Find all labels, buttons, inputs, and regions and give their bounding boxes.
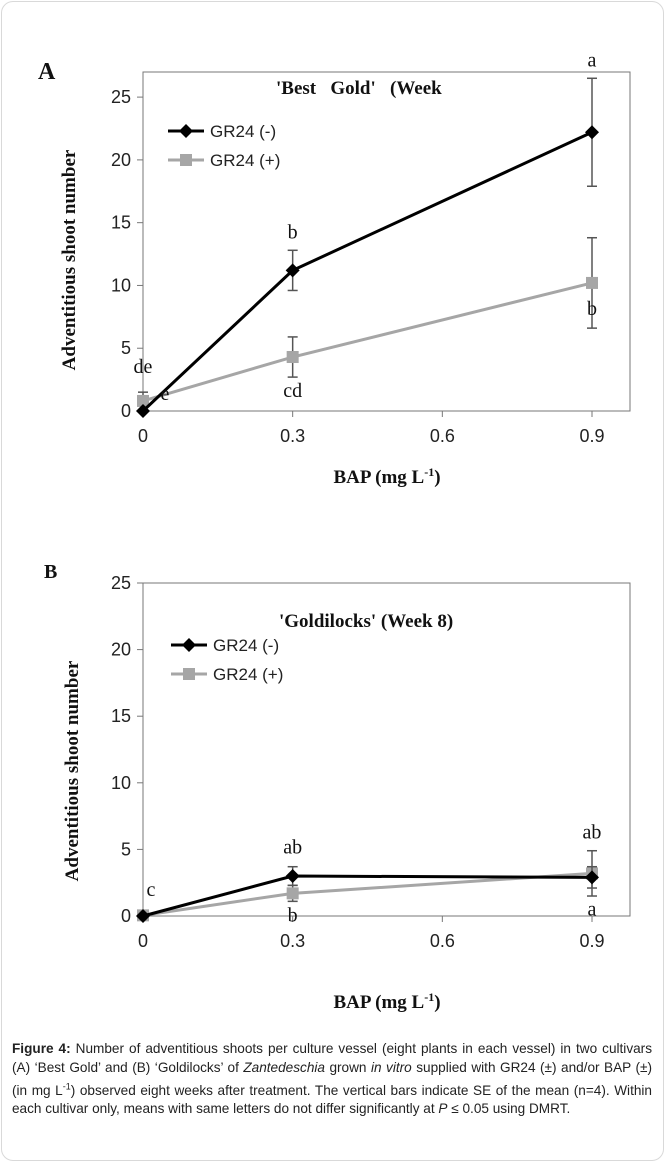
y-tick-label: 25 xyxy=(111,573,131,593)
data-point-square xyxy=(586,276,598,289)
caption-fragment: P xyxy=(438,1101,448,1117)
legend-label: GR24 (+) xyxy=(210,151,280,170)
legend-marker-diamond xyxy=(179,124,193,138)
significance-letter: a xyxy=(588,49,597,71)
chart-panel-b: B 'Goldilocks' (Week 8) 0 5 10 15 20 25 0 0.3 0.… xyxy=(44,561,631,1013)
legend-entry: GR24 (-) xyxy=(171,636,279,655)
x-tick-label: 0.9 xyxy=(579,426,604,446)
panel-letter: A xyxy=(38,59,56,85)
y-tick-label: 10 xyxy=(111,275,131,295)
chart-panel-a: A 'Best Gold' (Week 0 5 10 15 20 25 0 0.3 0.6 0.9… xyxy=(38,49,631,488)
data-point-diamond xyxy=(585,125,599,140)
chart-title: 'Best Gold' (Week xyxy=(276,78,442,99)
x-tick-label: 0.3 xyxy=(280,426,305,446)
legend-entry: GR24 (-) xyxy=(168,122,276,141)
significance-letter: de xyxy=(134,356,153,378)
x-axis-label: BAP (mg L-1) xyxy=(333,465,440,488)
data-point-diamond xyxy=(136,404,150,418)
y-tick-label: 25 xyxy=(111,87,131,107)
y-tick-label: 10 xyxy=(111,773,131,793)
x-tick-label: 0.9 xyxy=(579,931,604,951)
data-point-square xyxy=(286,887,299,900)
chart-title: 'Goldilocks' (Week 8) xyxy=(279,611,453,632)
caption-fragment: in vitro xyxy=(370,1059,412,1075)
x-tick-label: 0.3 xyxy=(280,931,305,951)
legend-entry: GR24 (+) xyxy=(171,665,283,684)
series-line xyxy=(142,874,593,918)
significance-letter: ab xyxy=(283,837,302,859)
legend-label: GR24 (+) xyxy=(213,665,283,684)
caption-fragment: grown xyxy=(324,1059,371,1075)
significance-letter: ab xyxy=(583,822,602,844)
x-axis-label: BAP (mg L-1) xyxy=(333,990,440,1013)
axes: 0 5 10 15 20 25 0 0.3 0.6 0.9 xyxy=(111,71,631,446)
axes: 0 5 10 15 20 25 0 0.3 0.6 0.9 xyxy=(111,573,631,951)
significance-letter: c xyxy=(147,879,156,901)
y-tick-label: 5 xyxy=(121,839,131,859)
y-tick-label: 0 xyxy=(121,401,131,421)
x-tick-label: 0 xyxy=(138,931,148,951)
caption-fragment: ≤ 0.05 using DMRT. xyxy=(447,1101,571,1117)
x-tick-label: 0.6 xyxy=(430,931,455,951)
y-tick-label: 20 xyxy=(111,150,131,170)
plot-frame xyxy=(142,71,631,412)
caption-label: Figure 4: xyxy=(12,1041,71,1056)
legend-entry: GR24 (+) xyxy=(168,151,280,170)
legend: GR24 (-) GR24 (+) xyxy=(168,122,280,170)
significance-letter: a xyxy=(588,898,597,920)
caption-fragment: Zantedeschia xyxy=(243,1059,325,1075)
y-axis-label-group: Adventitious shoot number xyxy=(62,660,83,881)
panel-letter: B xyxy=(44,561,57,583)
y-axis-label: Adventitious shoot number xyxy=(62,660,83,881)
series-line xyxy=(142,871,593,917)
data-point-diamond xyxy=(136,909,150,923)
y-tick-label: 0 xyxy=(121,906,131,926)
x-tick-label: 0 xyxy=(138,426,148,446)
y-tick-label: 15 xyxy=(111,706,131,726)
significance-letter: b xyxy=(587,298,597,320)
series-line xyxy=(141,130,593,413)
data-point-diamond xyxy=(285,263,300,278)
legend-marker-diamond xyxy=(182,638,196,652)
significance-letter: b xyxy=(288,221,298,243)
legend-label: GR24 (-) xyxy=(210,122,276,141)
caption-fragment: supplied with GR24 (±) and/or BAP (±) (i… xyxy=(12,1059,652,1098)
plot-frame xyxy=(142,582,631,917)
y-tick-label: 5 xyxy=(121,338,131,358)
data-point-diamond xyxy=(285,869,300,884)
plot-area: e b a de cd b xyxy=(134,49,599,418)
y-tick-label: 20 xyxy=(111,640,131,660)
caption-fragment: -1 xyxy=(62,1081,71,1092)
y-tick-label: 15 xyxy=(111,213,131,233)
x-tick-label: 0.6 xyxy=(430,426,455,446)
legend-marker-square xyxy=(183,668,195,680)
significance-letter: e xyxy=(161,383,170,405)
significance-letter: cd xyxy=(283,380,302,402)
significance-letter: b xyxy=(288,904,298,926)
caption-fragment: ) observed eight weeks after treatment. … xyxy=(12,1082,652,1117)
data-point-square xyxy=(137,394,149,407)
series-line xyxy=(142,281,593,403)
data-point-diamond xyxy=(585,870,599,885)
figure-caption: Figure 4: Number of adventitious shoots … xyxy=(12,1040,652,1119)
data-point-square xyxy=(286,351,299,364)
caption-fragment: Number of adventitious shoots per cultur… xyxy=(12,1041,652,1075)
legend-label: GR24 (-) xyxy=(213,636,279,655)
caption-text: Number of adventitious shoots per cultur… xyxy=(12,1041,652,1116)
legend-marker-square xyxy=(180,154,192,166)
y-axis-label-group: Adventitious shoot number xyxy=(59,149,80,370)
legend: GR24 (-) GR24 (+) xyxy=(171,636,283,684)
y-axis-label: Adventitious shoot number xyxy=(59,149,80,370)
